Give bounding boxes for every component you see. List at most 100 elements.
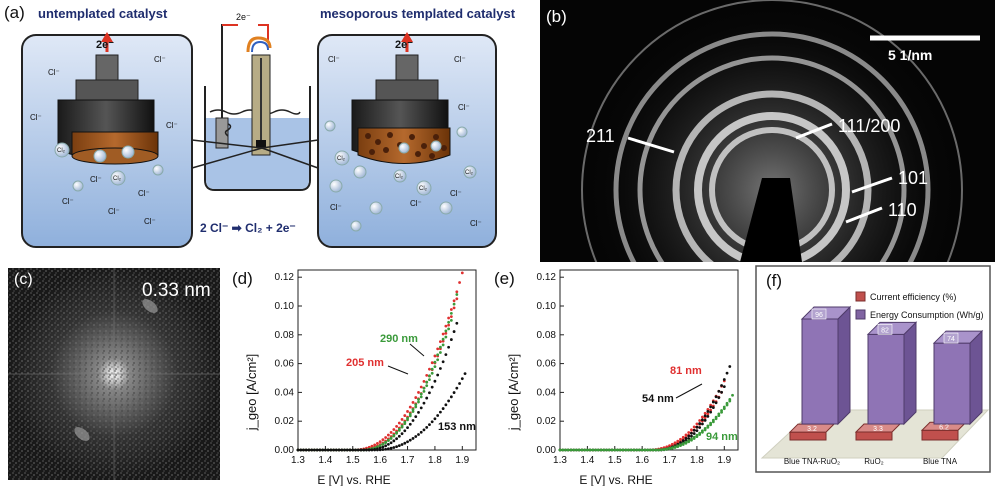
data-point xyxy=(411,419,415,422)
y-tick-label: 0.00 xyxy=(275,445,295,456)
data-point xyxy=(447,320,451,324)
untemplated-electrode xyxy=(57,32,159,165)
bar-energy-value: 82 xyxy=(881,327,889,334)
data-point xyxy=(395,425,398,428)
data-point xyxy=(585,448,589,452)
data-point xyxy=(455,386,459,390)
data-point xyxy=(665,447,669,451)
data-point xyxy=(323,448,327,452)
data-point xyxy=(441,360,445,364)
bar-energy xyxy=(866,321,918,426)
data-point xyxy=(354,448,357,452)
data-point xyxy=(384,436,388,439)
data-point xyxy=(452,391,456,394)
data-point xyxy=(307,448,311,452)
data-point xyxy=(717,396,721,400)
data-point xyxy=(706,412,710,416)
data-point xyxy=(684,441,688,445)
data-point xyxy=(378,444,382,448)
data-point xyxy=(386,447,390,451)
data-point xyxy=(725,371,729,375)
data-point xyxy=(444,324,448,328)
data-point xyxy=(425,374,429,377)
svg-text:Cl⁻: Cl⁻ xyxy=(62,197,74,206)
data-point xyxy=(417,400,420,404)
data-point xyxy=(436,347,440,351)
data-point xyxy=(436,414,440,417)
data-point xyxy=(433,417,437,421)
data-point xyxy=(384,444,388,448)
data-point xyxy=(406,410,409,413)
panel-f-label: (f) xyxy=(766,271,782,290)
plot-frame xyxy=(297,269,477,451)
data-point xyxy=(386,442,390,446)
data-point xyxy=(430,367,434,371)
data-point xyxy=(439,367,442,370)
left-electron-label: 2e⁻ xyxy=(96,39,114,51)
data-point xyxy=(575,448,578,452)
data-point xyxy=(605,448,608,452)
data-point xyxy=(591,448,595,452)
data-point xyxy=(458,281,461,284)
data-point xyxy=(417,433,420,436)
panel-a-label: (a) xyxy=(4,3,25,22)
data-point xyxy=(572,448,576,452)
electrochemical-cell xyxy=(191,24,319,191)
data-point xyxy=(422,386,426,390)
data-point xyxy=(417,391,420,394)
x-tick-label: 1.4 xyxy=(580,455,594,466)
data-point xyxy=(376,441,379,445)
panel-b-label: (b) xyxy=(546,7,567,26)
data-point xyxy=(439,340,442,343)
data-point xyxy=(356,448,360,452)
data-point xyxy=(455,293,459,296)
untemplated-title: untemplated catalyst xyxy=(38,6,168,21)
data-point xyxy=(709,410,713,414)
data-point xyxy=(709,408,713,412)
data-point xyxy=(417,410,420,414)
data-point xyxy=(618,448,622,452)
data-point xyxy=(722,385,726,389)
data-point xyxy=(414,435,418,438)
data-point xyxy=(436,373,440,377)
data-point xyxy=(646,448,650,452)
data-point xyxy=(428,391,431,395)
panel-b-diffraction: (b) 5 1/nm 211 111/200 101 110 xyxy=(540,0,995,262)
data-point xyxy=(389,441,393,445)
data-point xyxy=(722,378,726,381)
data-point xyxy=(449,395,453,399)
data-point xyxy=(698,422,702,425)
data-point xyxy=(313,448,316,452)
templated-title: mesoporous templated catalyst xyxy=(320,6,516,21)
data-point xyxy=(455,321,459,325)
series-3 xyxy=(296,319,453,452)
svg-text:Cl⁻: Cl⁻ xyxy=(454,55,466,64)
data-point xyxy=(613,448,617,452)
svg-text:Cl⁻: Cl⁻ xyxy=(138,189,150,198)
data-point xyxy=(706,407,710,411)
data-point xyxy=(384,441,388,444)
data-point xyxy=(428,374,431,378)
data-point xyxy=(720,390,723,394)
legend-efficiency: Current efficiency (%) xyxy=(870,292,956,302)
data-point xyxy=(436,358,440,362)
data-point xyxy=(392,439,396,443)
data-point xyxy=(378,440,382,444)
bar-energy xyxy=(800,305,852,426)
data-point xyxy=(348,448,352,452)
data-point xyxy=(640,448,644,452)
data-point xyxy=(428,423,431,427)
data-point xyxy=(449,311,453,315)
category-label: Blue TNA xyxy=(923,457,958,466)
data-point xyxy=(411,401,415,404)
d-annotation-205: 205 nm xyxy=(346,357,384,369)
y-tick-label: 0.12 xyxy=(275,272,295,283)
data-point xyxy=(714,417,718,421)
y-tick-label: 0.10 xyxy=(537,301,557,312)
data-point xyxy=(701,418,704,422)
data-point xyxy=(430,371,434,375)
data-point xyxy=(701,430,704,434)
series-1 xyxy=(296,297,459,452)
reaction-equation: 2 Cl⁻ ➡ Cl₂ + 2e⁻ xyxy=(200,221,296,235)
data-point xyxy=(425,425,429,429)
